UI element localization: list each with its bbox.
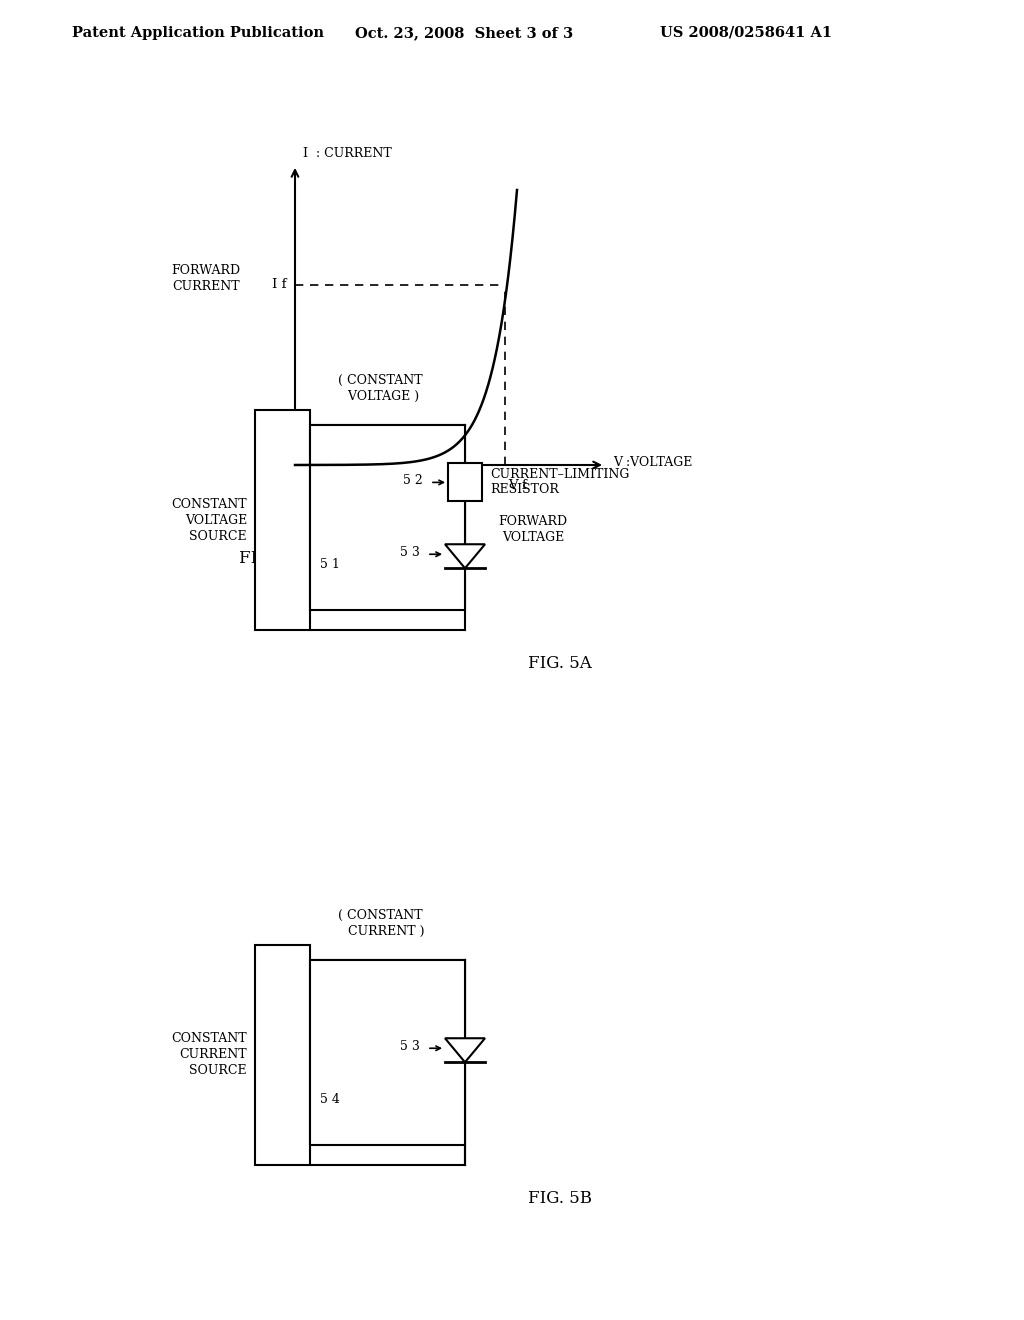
Bar (255, 945, 310, 1166)
Text: 5 2: 5 2 (403, 474, 423, 487)
Text: FORWARD
VOLTAGE: FORWARD VOLTAGE (499, 515, 567, 544)
Text: I f: I f (272, 277, 287, 290)
Text: FIG. 4: FIG. 4 (239, 550, 291, 568)
Text: 5 1: 5 1 (319, 558, 340, 572)
Bar (255, 411, 310, 630)
Bar (310, 425, 465, 610)
Text: V :VOLTAGE: V :VOLTAGE (613, 457, 692, 470)
Text: R: R (459, 475, 471, 490)
Text: CONSTANT
CURRENT
SOURCE: CONSTANT CURRENT SOURCE (171, 1032, 247, 1077)
Text: US 2008/0258641 A1: US 2008/0258641 A1 (660, 26, 833, 40)
Text: V f: V f (508, 479, 526, 492)
Text: 0: 0 (279, 477, 287, 490)
Text: 5 3: 5 3 (400, 545, 420, 558)
Text: CONSTANT
VOLTAGE
SOURCE: CONSTANT VOLTAGE SOURCE (171, 498, 247, 543)
Polygon shape (445, 544, 485, 568)
Text: Oct. 23, 2008  Sheet 3 of 3: Oct. 23, 2008 Sheet 3 of 3 (355, 26, 573, 40)
Text: I  : CURRENT: I : CURRENT (303, 147, 392, 160)
Text: FORWARD
CURRENT: FORWARD CURRENT (171, 264, 240, 293)
Text: ( CONSTANT
   CURRENT ): ( CONSTANT CURRENT ) (336, 909, 424, 939)
Bar (310, 960, 465, 1144)
Text: Patent Application Publication: Patent Application Publication (72, 26, 324, 40)
Bar (449, 463, 482, 502)
Text: ( CONSTANT
  VOLTAGE ): ( CONSTANT VOLTAGE ) (338, 374, 422, 403)
Text: CURRENT–LIMITING
RESISTOR: CURRENT–LIMITING RESISTOR (490, 469, 630, 496)
Text: FIG. 5A: FIG. 5A (528, 655, 592, 672)
Text: 5 4: 5 4 (319, 1093, 340, 1106)
Polygon shape (445, 1039, 485, 1063)
Text: FIG. 5B: FIG. 5B (528, 1191, 592, 1206)
Text: 5 3: 5 3 (400, 1040, 420, 1053)
